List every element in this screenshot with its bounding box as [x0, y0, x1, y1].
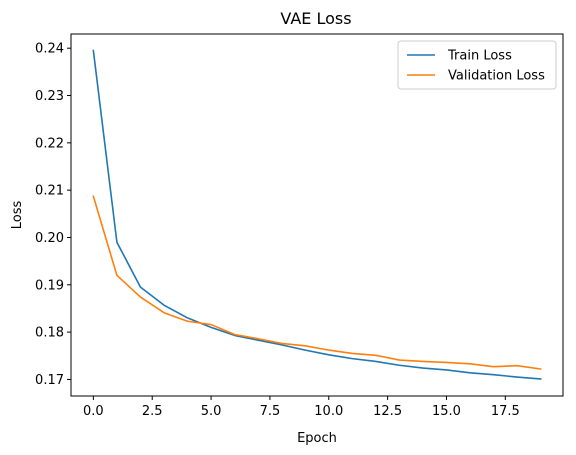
data-point-train-loss [163, 304, 165, 306]
data-point-validation-loss [422, 361, 424, 363]
legend: Train Loss Validation Loss [397, 40, 557, 90]
data-point-validation-loss [328, 349, 330, 351]
data-point-validation-loss [540, 368, 542, 370]
data-point-validation-loss [304, 345, 306, 347]
y-tick-label: 0.24 [35, 42, 64, 57]
data-point-validation-loss [351, 353, 353, 355]
y-axis: 0.17 0.18 0.19 0.20 0.21 0.22 0.23 0.24 [35, 42, 71, 388]
y-tick-label: 0.21 [35, 184, 64, 199]
data-point-validation-loss [446, 362, 448, 364]
data-point-train-loss [187, 317, 189, 319]
data-point-validation-loss [92, 195, 94, 197]
data-point-train-loss [92, 50, 94, 52]
x-tick-label: 7.5 [260, 404, 281, 419]
data-point-validation-loss [116, 274, 118, 276]
data-point-validation-loss [493, 366, 495, 368]
data-point-validation-loss [234, 334, 236, 336]
series-line-train-loss [92, 49, 542, 380]
data-point-train-loss [116, 241, 118, 243]
data-point-train-loss [422, 367, 424, 369]
plot-area [92, 49, 542, 380]
data-point-train-loss [516, 376, 518, 378]
data-point-validation-loss [375, 354, 377, 356]
y-axis-label: Loss [10, 201, 25, 230]
y-tick-label: 0.19 [35, 278, 64, 293]
legend-box [397, 40, 557, 90]
y-tick-label: 0.22 [35, 136, 64, 151]
y-tick-label: 0.20 [35, 231, 64, 246]
data-point-train-loss [140, 286, 142, 288]
data-point-validation-loss [281, 343, 283, 345]
data-point-train-loss [398, 364, 400, 366]
data-point-validation-loss [469, 363, 471, 365]
x-tick-label: 15.0 [432, 404, 461, 419]
data-point-train-loss [328, 354, 330, 356]
x-axis: 0.0 2.5 5.0 7.5 10.0 12.5 15.0 17.5 [83, 396, 520, 419]
data-point-validation-loss [257, 338, 259, 340]
data-point-train-loss [540, 378, 542, 380]
series-line-validation-loss [92, 195, 542, 370]
data-point-validation-loss [140, 296, 142, 298]
data-point-validation-loss [187, 320, 189, 322]
data-point-train-loss [351, 358, 353, 360]
y-tick-label: 0.18 [35, 326, 64, 341]
legend-label-validation-loss: Validation Loss [448, 69, 545, 84]
x-tick-label: 5.0 [201, 404, 222, 419]
x-tick-label: 0.0 [83, 404, 104, 419]
x-tick-label: 12.5 [373, 404, 402, 419]
data-point-train-loss [304, 349, 306, 351]
data-point-train-loss [210, 326, 212, 328]
data-point-validation-loss [163, 312, 165, 314]
data-point-validation-loss [210, 324, 212, 326]
legend-label-train-loss: Train Loss [447, 49, 512, 64]
data-point-train-loss [469, 372, 471, 374]
x-tick-label: 17.5 [491, 404, 520, 419]
data-point-train-loss [446, 369, 448, 371]
x-axis-label: Epoch [297, 431, 337, 446]
data-point-train-loss [493, 374, 495, 376]
chart-title: VAE Loss [280, 9, 351, 28]
data-point-validation-loss [516, 365, 518, 367]
data-point-train-loss [375, 361, 377, 363]
y-tick-label: 0.17 [35, 373, 64, 388]
data-point-validation-loss [398, 359, 400, 361]
x-tick-label: 10.0 [314, 404, 343, 419]
plot-frame [70, 33, 564, 397]
x-tick-label: 2.5 [142, 404, 163, 419]
y-tick-label: 0.23 [35, 89, 64, 104]
